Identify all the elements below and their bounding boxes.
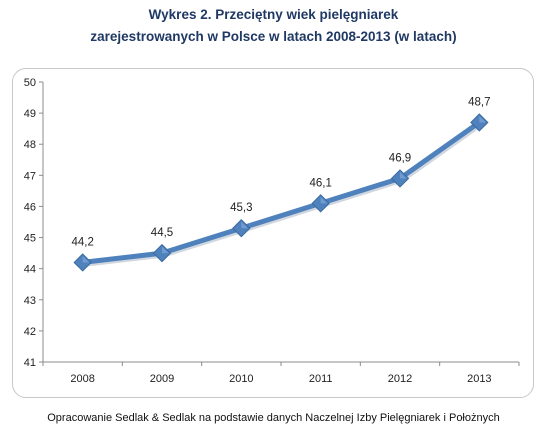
data-label: 45,3: [230, 202, 252, 214]
y-tick-label: 50: [24, 77, 36, 89]
y-tick-label: 46: [24, 201, 36, 213]
data-label: 46,1: [309, 177, 331, 189]
x-tick-label: 2008: [70, 373, 94, 385]
chart-title: Wykres 2. Przeciętny wiek pielęgniarek z…: [0, 4, 547, 48]
y-tick-label: 41: [24, 357, 36, 369]
data-label: 48,7: [468, 96, 490, 108]
chart-title-line-1: Wykres 2. Przeciętny wiek pielęgniarek: [148, 7, 399, 22]
data-point-marker-highlight: [82, 255, 90, 263]
y-tick-label: 43: [24, 295, 36, 307]
series-line-shadow: [83, 122, 483, 267]
chart-frame: [12, 68, 534, 398]
y-tick-label: 44: [24, 264, 36, 276]
data-point-marker-highlight: [400, 171, 407, 179]
chart-title-line-2: zarejestrowanych w Polsce w latach 2008-…: [90, 29, 457, 44]
y-tick-label: 47: [24, 170, 36, 182]
y-tick-label: 45: [24, 233, 36, 245]
x-tick-label: 2010: [229, 373, 253, 385]
y-tick-label: 49: [24, 108, 36, 120]
data-label: 44,2: [71, 236, 93, 248]
data-label: 46,9: [389, 152, 411, 164]
data-point-marker-highlight: [241, 221, 248, 229]
data-point-marker-highlight: [479, 115, 486, 123]
y-tick-label: 48: [24, 139, 36, 151]
source-footnote: Opracowanie Sedlak & Sedlak na podstawie…: [47, 412, 500, 424]
data-label: 44,5: [151, 227, 173, 239]
data-point-marker-highlight: [320, 196, 328, 204]
x-tick-label: 2011: [309, 373, 333, 385]
data-point-marker-highlight: [162, 246, 169, 254]
series-line: [82, 120, 481, 265]
x-tick-label: 2012: [388, 373, 412, 385]
data-point-marker: [232, 219, 251, 238]
x-tick-label: 2009: [150, 373, 174, 385]
y-tick-label: 42: [24, 326, 36, 338]
data-point-marker: [470, 113, 489, 132]
x-tick-label: 2013: [467, 373, 491, 385]
